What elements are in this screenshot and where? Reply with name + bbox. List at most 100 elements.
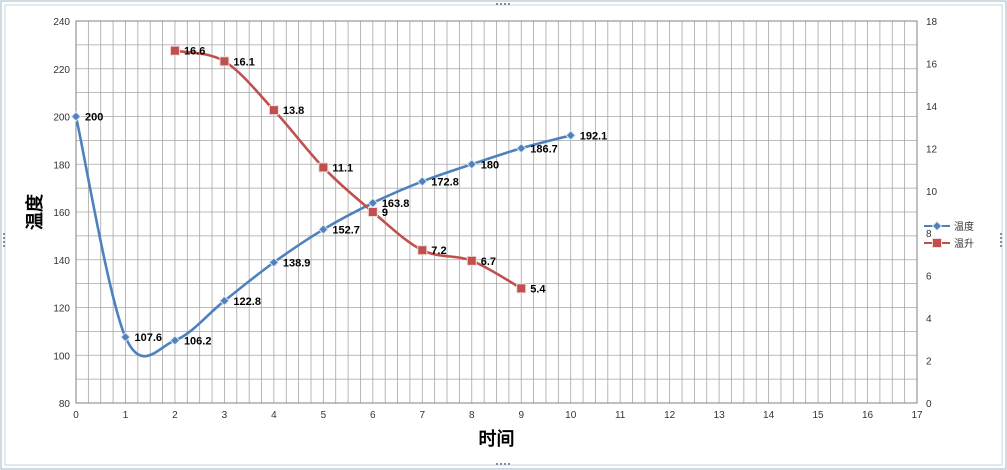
x-tick-label: 15 [812, 410, 824, 421]
resize-handle-dot [500, 3, 502, 5]
data-label: 200 [85, 112, 103, 124]
x-tick-label: 17 [911, 410, 923, 421]
gridlines [75, 20, 918, 404]
resize-handle-dot [508, 463, 510, 465]
data-point [169, 335, 181, 346]
data-label: 163.8 [382, 198, 410, 210]
y-tick-label: 180 [53, 160, 70, 171]
x-tick-label: 9 [518, 410, 524, 421]
legend-label: 温度 [954, 220, 974, 233]
x-tick-label: 5 [321, 410, 327, 421]
data-label: 16.6 [184, 46, 205, 58]
resize-handle-dot [1000, 241, 1002, 243]
x-tick-label: 10 [565, 410, 577, 421]
data-point [516, 143, 527, 154]
y2-tick-label: 2 [926, 357, 932, 368]
resize-handle-dot [1000, 233, 1002, 235]
data-label: 9 [382, 207, 388, 219]
legend-label: 温升 [954, 238, 974, 250]
x-tick-label: 0 [73, 410, 79, 421]
data-point [219, 295, 230, 307]
resize-handle-dot [496, 3, 498, 5]
x-tick-label: 14 [763, 410, 775, 421]
data-point [70, 111, 82, 122]
data-label: 6.7 [481, 256, 496, 268]
data-point [565, 130, 576, 141]
data-point [466, 255, 477, 266]
resize-handle-dot [496, 463, 498, 465]
data-label: 107.6 [134, 332, 162, 344]
data-label: 11.1 [332, 162, 353, 174]
y2-tick-label: 0 [926, 399, 932, 410]
y2-tick-label: 10 [926, 187, 938, 198]
y2-tick-label: 18 [926, 17, 938, 28]
y2-tick-label: 4 [926, 314, 932, 325]
data-label: 106.2 [184, 335, 212, 347]
data-point [466, 159, 477, 170]
x-tick-label: 11 [615, 410, 626, 421]
data-label: 152.7 [332, 224, 360, 236]
data-point [219, 56, 230, 67]
series-1: 200 107.6 106.2 122.8 138.9 152.7 163.8 172.8 18… [70, 111, 608, 358]
y-tick-label: 120 [53, 304, 70, 315]
y2-tick-label: 14 [926, 102, 938, 113]
y-axis-title: 温度 [24, 193, 46, 230]
resize-handle-dot [500, 463, 502, 465]
data-point [120, 331, 131, 343]
x-tick-label: 7 [420, 410, 426, 421]
x-tick-label: 13 [714, 410, 726, 421]
data-point [417, 245, 428, 256]
x-tick-label: 4 [271, 410, 277, 421]
data-point [417, 176, 428, 187]
data-point [516, 283, 527, 294]
resize-handle-dot [3, 233, 5, 235]
resize-handle-dot [1000, 245, 1002, 247]
resize-handle-dot [3, 245, 5, 247]
y-tick-label: 100 [53, 351, 70, 362]
data-label: 180 [481, 159, 499, 171]
data-point [268, 105, 279, 116]
data-label: 7.2 [431, 245, 446, 257]
resize-handle-dot [504, 3, 506, 5]
resize-handle-dot [3, 237, 5, 239]
series-line [174, 49, 522, 290]
x-axis-title: 时间 [479, 429, 515, 450]
data-point [169, 45, 180, 56]
data-label: 122.8 [233, 296, 261, 308]
y-tick-label: 200 [53, 113, 70, 124]
x-tick-label: 2 [172, 410, 178, 421]
data-label: 5.4 [530, 283, 546, 295]
data-label: 172.8 [431, 176, 459, 188]
y-tick-label: 140 [53, 256, 70, 267]
resize-handle-dot [1000, 237, 1002, 239]
data-point [268, 257, 280, 268]
resize-handle-dot [3, 241, 5, 243]
series-2: 16.6 16.1 13.8 11.1 9 7.2 6.7 5.4 [169, 45, 546, 295]
y2-tick-label: 8 [926, 229, 932, 240]
data-point [367, 197, 379, 209]
resize-handle-dot [504, 463, 506, 465]
data-label: 138.9 [283, 257, 311, 269]
data-label: 13.8 [283, 105, 304, 117]
y-tick-label: 220 [53, 65, 70, 76]
inner-border [4, 4, 1003, 466]
legend-marker [932, 238, 942, 248]
data-label: 192.1 [580, 130, 608, 142]
x-tick-label: 16 [862, 410, 874, 421]
resize-handle-dot [508, 3, 510, 5]
y-tick-label: 160 [53, 208, 70, 219]
data-point [318, 162, 329, 173]
legend-marker [931, 220, 943, 232]
data-point [367, 207, 378, 217]
x-tick-label: 8 [469, 410, 475, 421]
y-tick-label: 80 [59, 399, 71, 410]
plot-area-border [75, 20, 918, 404]
x-tick-label: 12 [664, 410, 676, 421]
y-tick-label: 240 [53, 17, 70, 28]
y2-tick-label: 12 [926, 144, 938, 155]
data-label: 186.7 [530, 143, 558, 155]
